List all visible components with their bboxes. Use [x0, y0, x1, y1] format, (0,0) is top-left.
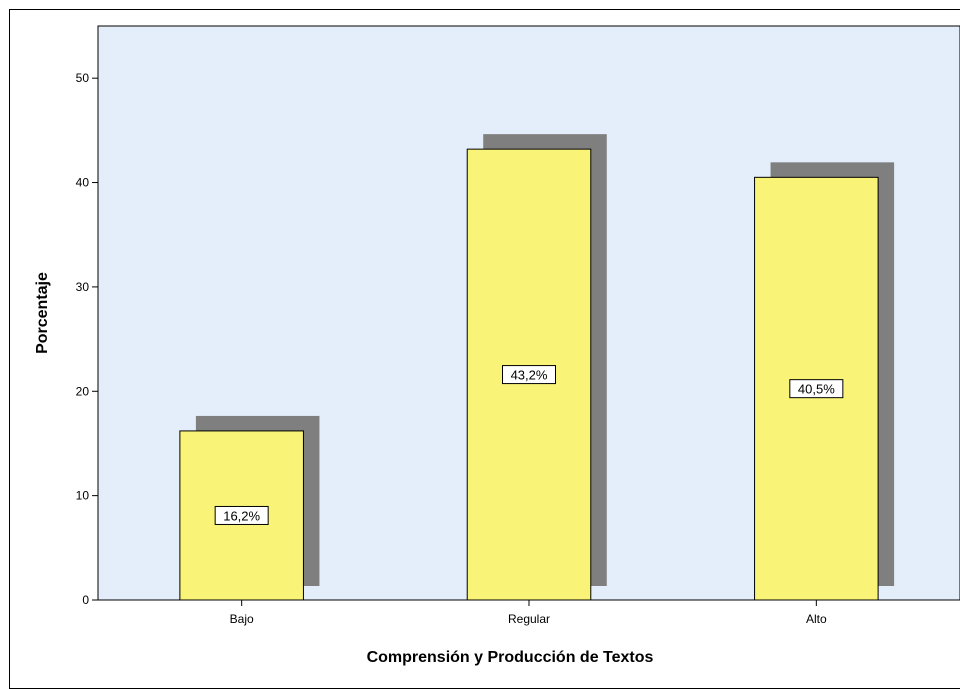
y-tick-label: 50 — [76, 71, 90, 85]
data-label-box — [502, 365, 556, 385]
data-label-box — [214, 505, 269, 525]
y-tick-label: 20 — [76, 384, 90, 398]
y-tick-label: 30 — [76, 280, 90, 294]
y-axis: 0 10 20 30 40 50 — [76, 71, 98, 607]
data-labels: 16,2% 43,2% 40,5% — [214, 365, 844, 525]
data-label-box — [789, 379, 844, 399]
x-tick-label: Bajo — [230, 612, 254, 626]
x-axis: Bajo Regular Alto — [230, 600, 827, 626]
x-axis-title: Comprensión y Producción de Textos — [367, 649, 654, 666]
y-tick-label: 0 — [82, 593, 89, 607]
x-tick-label: Regular — [508, 612, 550, 626]
data-label: 16,2% — [223, 508, 260, 523]
x-tick-label: Alto — [806, 612, 827, 626]
y-axis-title: Porcentaje — [34, 272, 51, 354]
y-tick-label: 10 — [76, 489, 90, 503]
data-label: 40,5% — [798, 382, 835, 397]
y-tick-label: 40 — [76, 176, 90, 190]
data-label: 43,2% — [511, 368, 548, 383]
